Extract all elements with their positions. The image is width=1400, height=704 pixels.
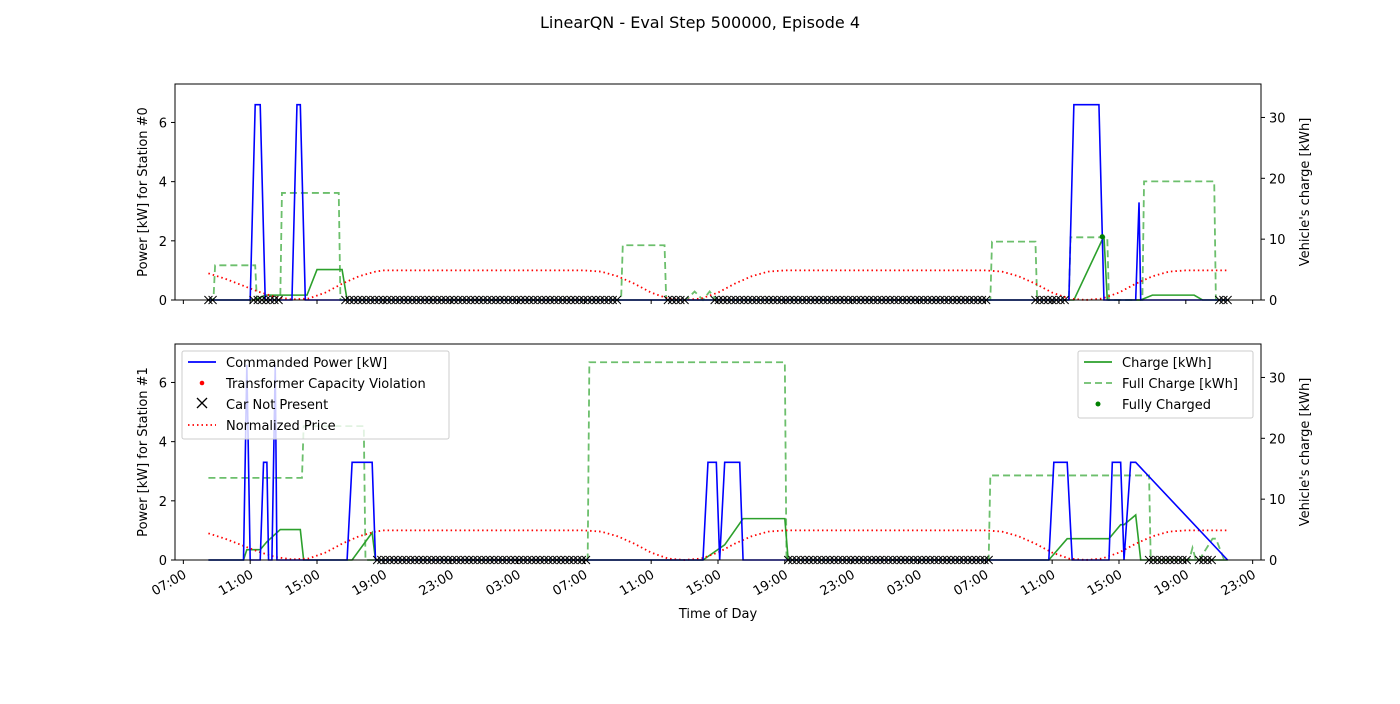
legend-fully-charged-label: Fully Charged xyxy=(1122,398,1211,413)
x-tick-label: 19:00 xyxy=(350,567,390,599)
y-tick-label: 2 xyxy=(159,235,167,250)
legend-left: Commanded Power [kW] Transformer Capacit… xyxy=(181,350,450,440)
y2-tick-label: 0 xyxy=(1269,294,1277,309)
legend-commanded-label: Commanded Power [kW] xyxy=(226,356,387,371)
chart-title: LinearQN - Eval Step 500000, Episode 4 xyxy=(540,13,860,32)
price-line xyxy=(208,269,1228,301)
plot-frame xyxy=(174,83,1262,301)
station-0-panel: 0 2 4 6 0 10 20 30 Power [kW] for Station #0 Vehi… xyxy=(136,83,1313,309)
x-tick-label: 15:00 xyxy=(1085,567,1125,599)
y-tick-label: 4 xyxy=(159,436,167,451)
y2-tick-label: 30 xyxy=(1269,371,1286,386)
x-tick-label: 23:00 xyxy=(417,567,457,599)
legend-violation-swatch xyxy=(199,380,205,386)
y2-tick-label: 30 xyxy=(1269,111,1286,126)
x-tick-label: 19:00 xyxy=(1152,567,1192,599)
x-tick-label: 15:00 xyxy=(283,567,323,599)
x-tick-label: 03:00 xyxy=(484,567,524,599)
legend-violation-label: Transformer Capacity Violation xyxy=(225,377,426,392)
legend-car-absent-label: Car Not Present xyxy=(226,398,328,413)
legend-price-label: Normalized Price xyxy=(226,419,336,434)
x-axis-label: Time of Day xyxy=(678,607,758,622)
y-tick-label: 2 xyxy=(159,495,167,510)
x-tick-label: 03:00 xyxy=(885,567,925,599)
y-tick-label: 4 xyxy=(159,176,167,191)
y2-tick-label: 10 xyxy=(1269,493,1286,508)
legend-right-box xyxy=(1077,350,1254,419)
legend-right: Charge [kWh] Full Charge [kWh] Fully Cha… xyxy=(1077,350,1254,419)
price-line xyxy=(208,529,1228,561)
x-tick-label: 11:00 xyxy=(216,567,256,599)
y-axis-label: Power [kW] for Station #1 xyxy=(136,367,151,537)
x-tick-label: 23:00 xyxy=(1219,567,1259,599)
y-tick-label: 0 xyxy=(159,294,167,309)
full-charge-line xyxy=(208,361,1228,561)
y2-tick-label: 20 xyxy=(1269,172,1286,187)
x-tick-label: 07:00 xyxy=(550,567,590,599)
x-tick-label: 11:00 xyxy=(1018,567,1058,599)
commanded-power-line xyxy=(208,103,1228,301)
legend-car-absent-swatch xyxy=(196,397,208,409)
y2-tick-label: 0 xyxy=(1269,554,1277,569)
x-tick-label: 07:00 xyxy=(951,567,991,599)
y2-axis-label: Vehicle's charge [kWh] xyxy=(1298,118,1313,267)
legend-full-charge-label: Full Charge [kWh] xyxy=(1122,377,1238,392)
legend-fully-charged-swatch xyxy=(1095,401,1101,407)
legend-left-box xyxy=(181,350,450,440)
y2-tick-label: 20 xyxy=(1269,432,1286,447)
charge-line xyxy=(208,235,1228,301)
full-charge-line xyxy=(208,180,1228,302)
y2-axis-label: Vehicle's charge [kWh] xyxy=(1298,378,1313,527)
x-tick-label: 23:00 xyxy=(818,567,858,599)
y-tick-label: 0 xyxy=(159,554,167,569)
x-tick-label: 07:00 xyxy=(149,567,189,599)
x-tick-label: 19:00 xyxy=(751,567,791,599)
y2-tick-label: 10 xyxy=(1269,233,1286,248)
y-axis-label: Power [kW] for Station #0 xyxy=(136,107,151,277)
fully-charged-point xyxy=(1099,234,1105,240)
y-tick-label: 6 xyxy=(159,376,167,391)
x-tick-label: 15:00 xyxy=(684,567,724,599)
y-tick-label: 6 xyxy=(159,116,167,131)
legend-charge-label: Charge [kWh] xyxy=(1122,356,1212,371)
x-tick-label: 11:00 xyxy=(617,567,657,599)
